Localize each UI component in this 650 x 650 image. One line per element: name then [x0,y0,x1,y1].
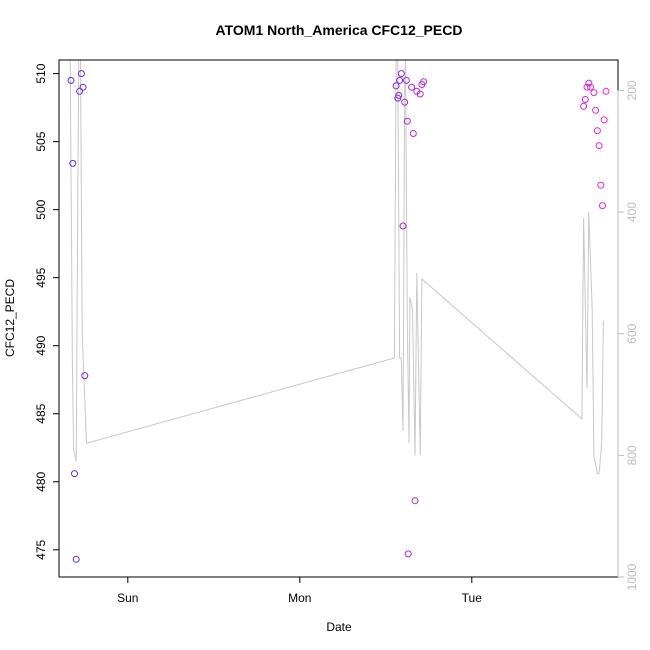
data-point [581,96,589,103]
data-point [76,87,84,95]
chart-title: ATOM1 North_America CFC12_PECD [216,22,463,38]
data-point [401,98,409,106]
x-axis-label: Date [326,620,352,634]
data-point [402,76,410,84]
y-axis: 475 480 485 490 495 500 505 510 [34,63,59,560]
y2-tick-label: 600 [625,323,639,343]
y2-tick-label: 800 [625,445,639,465]
y-tick-label: 475 [34,539,48,559]
data-point [392,82,400,90]
data-point [600,116,608,124]
data-point [67,76,75,84]
data-point [599,202,606,210]
data-point [69,159,77,167]
data-point [79,83,87,91]
y-tick-label: 495 [34,267,48,287]
series-lines [69,59,604,475]
data-point [580,102,588,110]
data-point [597,181,605,189]
data-point [396,76,404,84]
data-point [408,83,416,91]
data-point [399,222,407,230]
y-axis-label: CFC12_PECD [3,279,17,357]
data-point [71,470,78,478]
data-point [409,130,417,137]
y-tick-label: 510 [34,63,48,83]
data-point [587,83,594,91]
data-point [404,550,412,558]
x-tick-label: Tue [462,591,483,605]
data-point [585,79,593,87]
series-line [69,59,604,475]
x-tick-label: Sun [117,591,138,605]
data-point [595,142,603,150]
data-point [420,78,428,86]
x-axis: Sun Mon Tue [117,577,482,605]
data-point [416,90,424,98]
y-tick-label: 500 [34,199,48,219]
data-point [583,83,591,91]
data-point [411,497,419,505]
y2-tick-label: 400 [625,202,639,222]
plot-frame [58,59,619,578]
data-point [72,555,80,563]
y2-tick-label: 200 [625,80,639,100]
data-point [397,70,405,78]
data-point [592,106,600,114]
y-tick-label: 485 [34,403,48,423]
data-points [67,70,610,563]
data-point [81,372,89,380]
data-point [602,87,610,95]
data-point [403,117,411,125]
data-point [395,91,403,99]
y2-tick-label: 1000 [625,563,639,590]
x-tick-label: Mon [288,591,311,605]
y2-axis: 200 400 600 800 1000 [617,80,639,590]
data-point [593,127,601,135]
y-tick-label: 480 [34,471,48,491]
data-point [590,89,598,97]
y-tick-label: 505 [34,131,48,151]
data-point [77,70,85,78]
y-tick-label: 490 [34,335,48,355]
